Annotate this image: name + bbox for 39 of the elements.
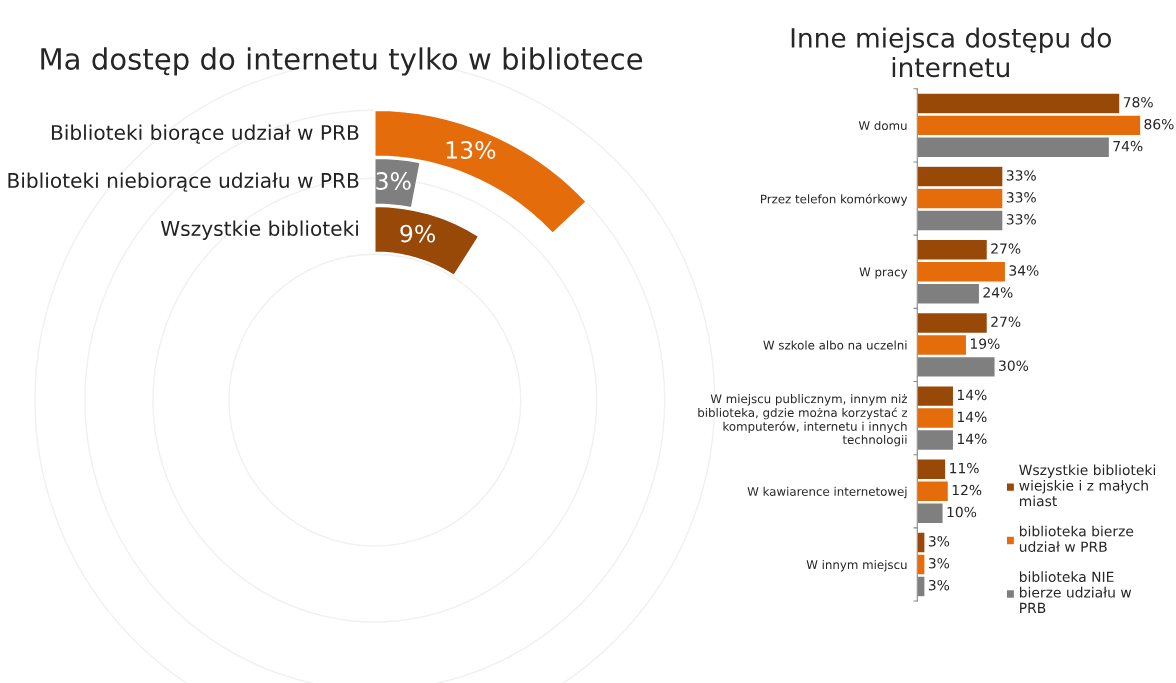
data-label: 13% [446, 141, 496, 159]
legend-label: Wszystkie biblioteki wiejskie i z małych miast [1019, 464, 1156, 507]
data-label: 19% [970, 338, 1000, 349]
data-label: 33% [1006, 214, 1036, 225]
data-label: 12% [952, 484, 982, 496]
legend-label: biblioteka NIE bierze udziału w PRB [1019, 571, 1132, 613]
data-label: 78% [1123, 96, 1153, 108]
data-label: 33% [1006, 170, 1036, 181]
data-label: 3% [928, 557, 950, 569]
y-tick-label: W pracy [859, 267, 908, 279]
data-label: 86% [1144, 118, 1174, 130]
data-label: 10% [947, 506, 977, 518]
y-tick-label: W miejscu publicznym, innym niż biblioteka, gdzie można korzystać z komputerów, internetu i innych technologii [698, 394, 908, 447]
data-label: 9% [400, 224, 436, 243]
data-label: 24% [983, 287, 1013, 298]
data-label: 27% [991, 243, 1021, 254]
category-label: Biblioteki niebiorące udziału w PRB [8, 172, 359, 192]
data-label: 14% [957, 433, 987, 445]
category-label: Wszystkie biblioteki [160, 220, 358, 240]
y-tick-label: W kawiarence internetowej [747, 486, 907, 499]
data-label: 34% [1009, 265, 1039, 276]
data-label: 30% [999, 360, 1029, 371]
data-label: 27% [991, 316, 1021, 327]
category-label: Biblioteki biorące udział w PRB [51, 124, 359, 144]
data-label: 11% [950, 462, 979, 474]
data-label: 14% [957, 389, 987, 401]
data-label: 3% [928, 536, 950, 547]
data-label: 3% [376, 172, 411, 190]
text: Ma dostęp do internetu tylko w bibliotece [41, 47, 643, 76]
data-label: 33% [1006, 192, 1036, 203]
y-tick-label: W innym miejscu [806, 559, 907, 572]
data-label: 14% [957, 411, 987, 423]
y-tick-label: Przez telefon komórkowy [761, 193, 908, 206]
chart-title: Inne miejsca dostępu do internetu [791, 27, 1111, 78]
data-label: 3% [928, 579, 950, 591]
legend-label: biblioteka bierze udział w PRB [1019, 525, 1134, 552]
y-tick-label: W domu [858, 120, 907, 131]
y-tick-label: W szkole albo na uczelni [763, 340, 907, 350]
data-label: 74% [1113, 140, 1143, 152]
